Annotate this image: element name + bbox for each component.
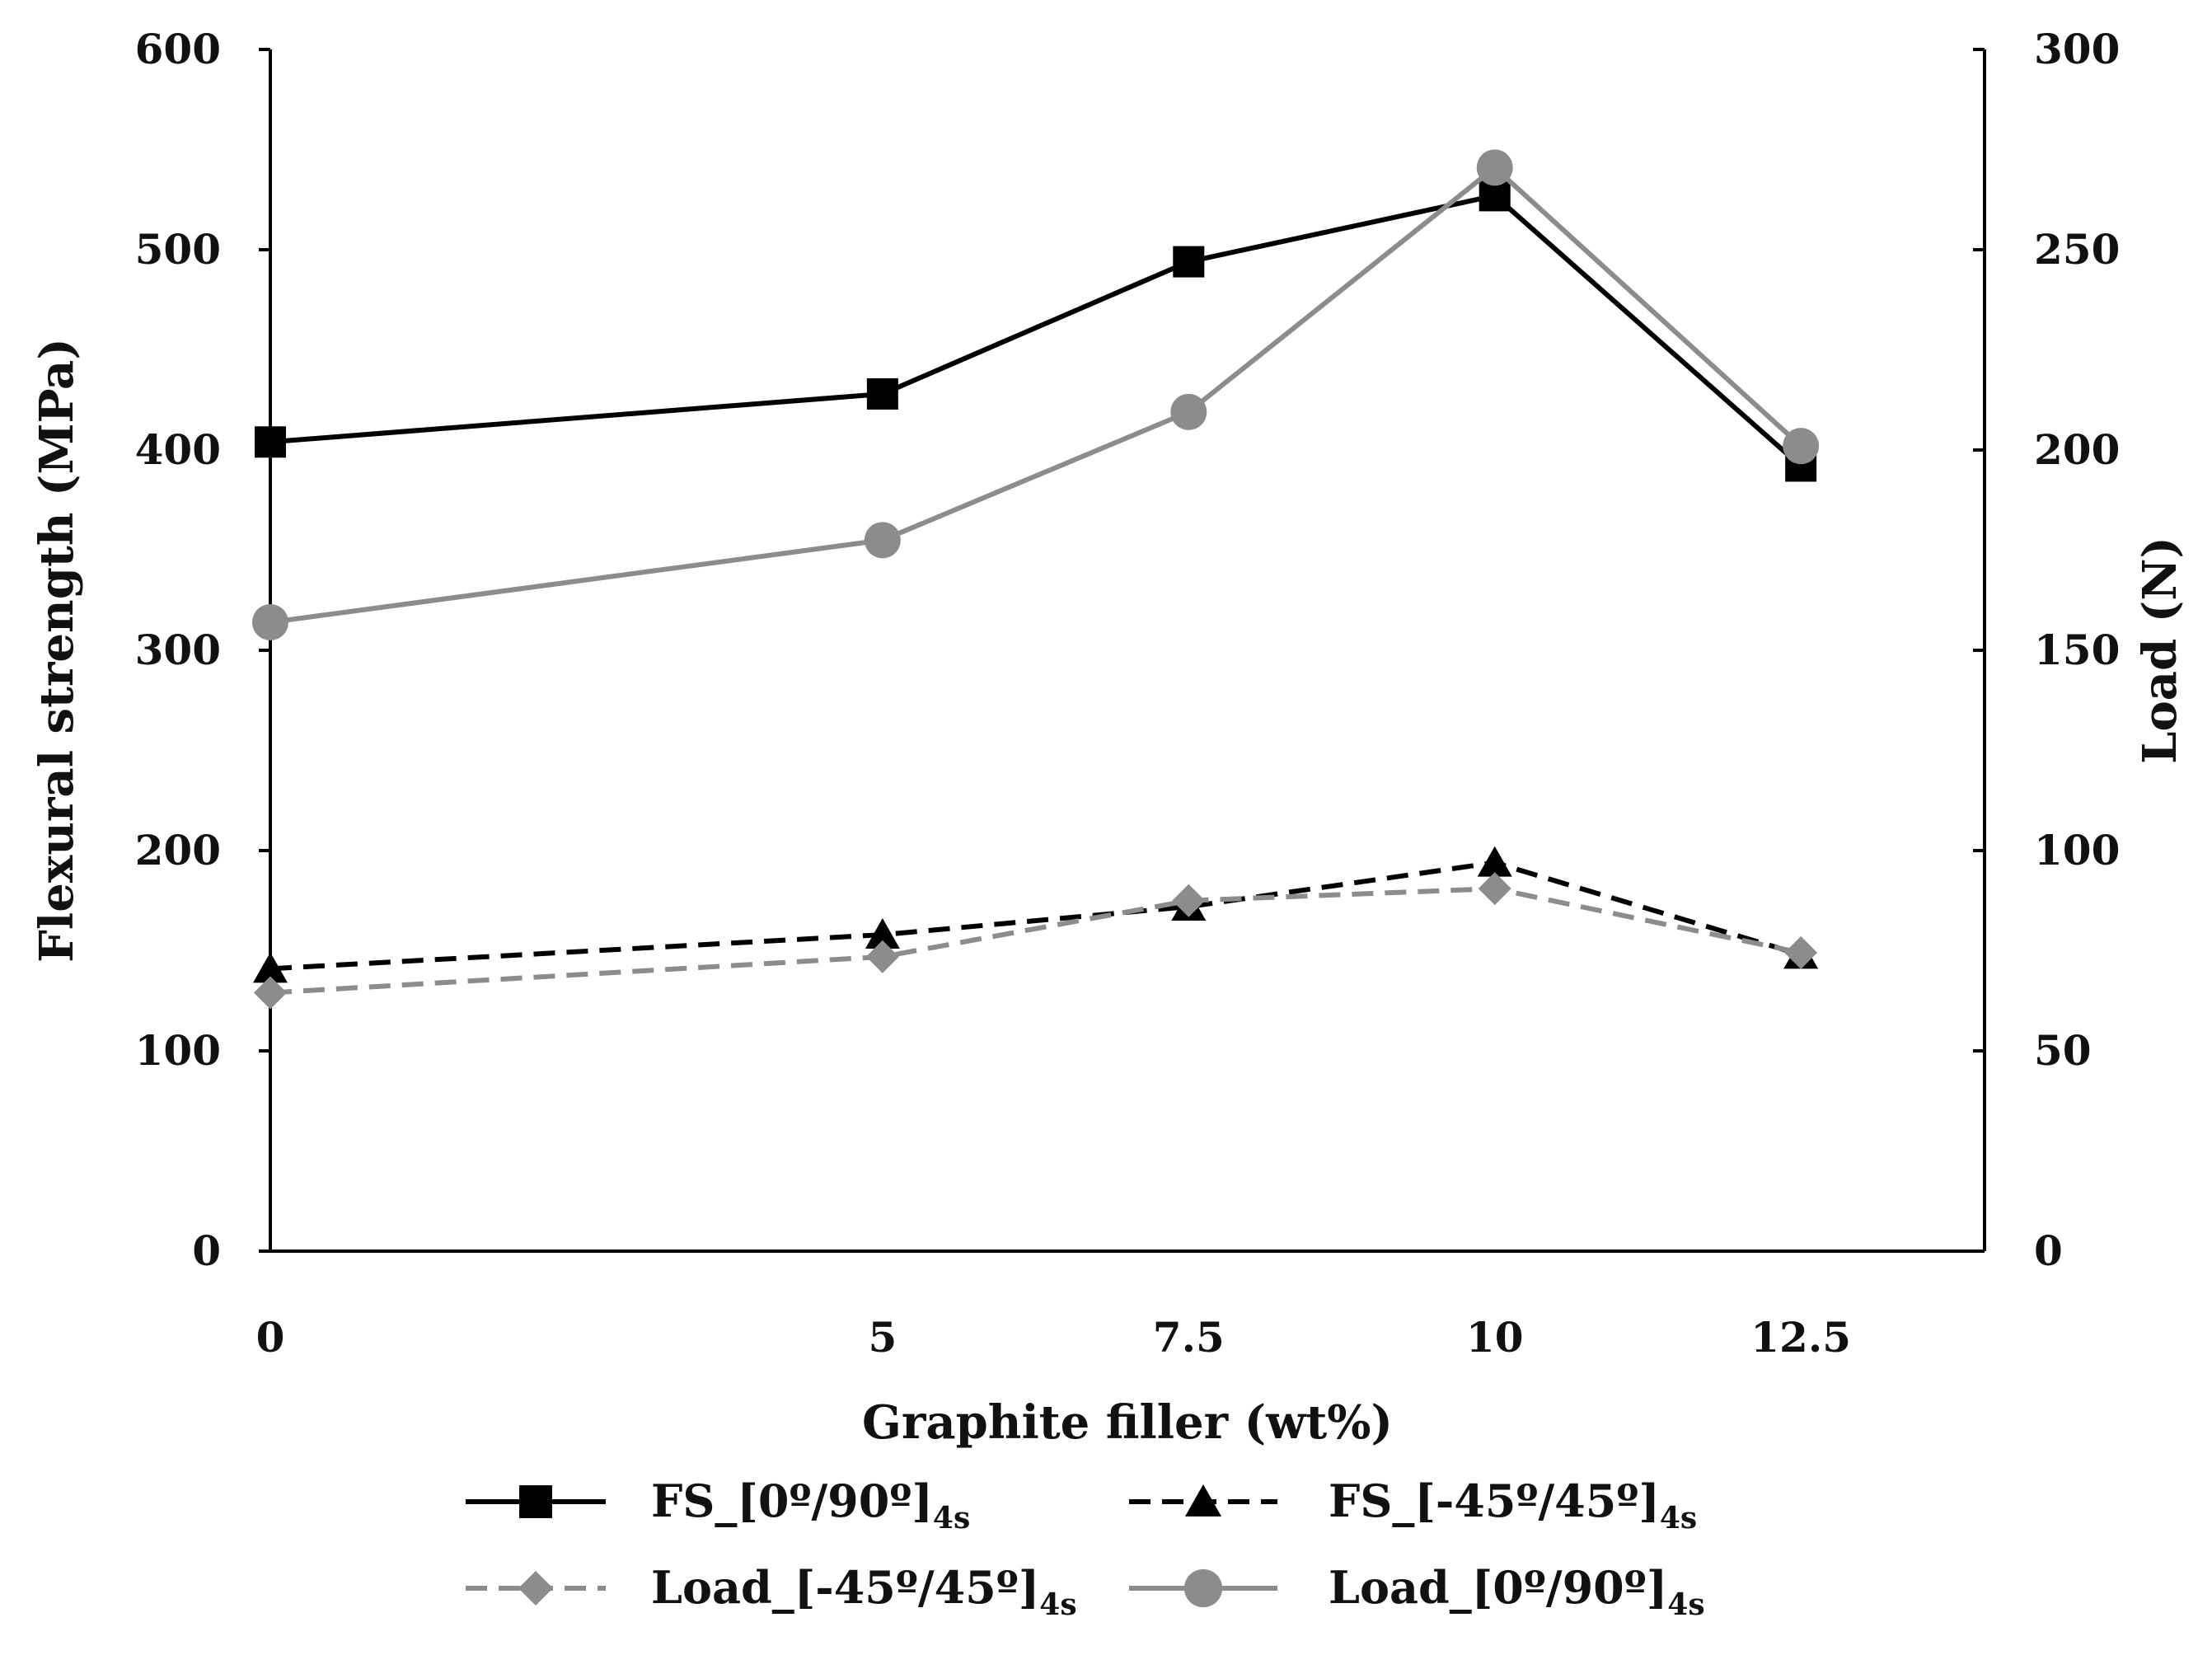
series-2-point xyxy=(865,918,900,949)
y-axis-right-title: Load (N) xyxy=(2133,537,2187,764)
x-tick-label: 5 xyxy=(868,1313,897,1362)
y-left-tick-label: 600 xyxy=(135,25,221,73)
axes-layer: 0 100 200 300 400 500 600 0 50 100 150 200 250 300 0 5 7… xyxy=(30,25,2187,1450)
y-right-tick-label: 0 xyxy=(2034,1226,2063,1275)
legend-label-2: FS_[-45º/45º]4s xyxy=(1329,1474,1697,1535)
series-1-point xyxy=(866,377,898,410)
series-3-point xyxy=(1172,884,1206,917)
legend-label-4: Load_[0º/90º]4s xyxy=(1329,1561,1705,1622)
series-4-point xyxy=(1783,428,1820,465)
series-4-point xyxy=(864,522,901,559)
y-right-tick-label: 150 xyxy=(2034,626,2120,674)
x-tick-label: 0 xyxy=(256,1313,285,1362)
legend-label-1: FS_[0º/90º]4s xyxy=(651,1474,970,1535)
series-3-point xyxy=(1784,935,1818,969)
y-axis-left-title: Flexural strength (MPa) xyxy=(30,338,84,963)
series-3-point xyxy=(254,976,287,1010)
legend-label-3: Load_[-45º/45º]4s xyxy=(651,1561,1077,1622)
series-4-point xyxy=(252,603,288,640)
series-line-2 xyxy=(269,860,1802,972)
y-left-tick-label: 200 xyxy=(135,826,221,874)
legend-marker-4 xyxy=(1183,1568,1223,1608)
y-right-tick-label: 50 xyxy=(2034,1026,2092,1075)
y-right-tick-label: 250 xyxy=(2034,225,2120,274)
series-1-point xyxy=(255,426,286,458)
legend-marker-2 xyxy=(1184,1484,1222,1517)
legend-layer: FS_[0º/90º]4s FS_[-45º/45º]4s Load_[-45º/4… xyxy=(466,1474,1705,1622)
series-3-point xyxy=(865,940,899,973)
legend-marker-3 xyxy=(518,1571,553,1606)
series-1-point xyxy=(1173,246,1205,278)
series-4-point xyxy=(1476,149,1513,186)
legend-marker-1 xyxy=(519,1485,552,1518)
y-left-tick-label: 400 xyxy=(135,425,221,474)
series-line-4 xyxy=(269,165,1803,625)
y-left-tick-label: 100 xyxy=(135,1026,221,1075)
y-right-tick-label: 100 xyxy=(2034,826,2120,874)
series-2-point xyxy=(1477,846,1512,877)
y-left-tick-label: 500 xyxy=(135,225,221,274)
y-left-tick-label: 0 xyxy=(192,1226,221,1275)
series-4-point xyxy=(1170,393,1207,430)
y-left-tick-label: 300 xyxy=(135,626,221,674)
series-2-point xyxy=(253,952,288,983)
y-right-tick-label: 300 xyxy=(2034,25,2120,73)
series-line-3 xyxy=(269,886,1802,996)
x-tick-label: 10 xyxy=(1466,1313,1524,1362)
series-3-point xyxy=(1478,872,1511,906)
y-right-tick-label: 200 xyxy=(2034,425,2120,474)
series-layer xyxy=(252,149,1820,1010)
x-axis-title: Graphite filler (wt%) xyxy=(862,1395,1393,1450)
x-tick-label: 12.5 xyxy=(1750,1313,1851,1362)
x-tick-label: 7.5 xyxy=(1153,1313,1225,1362)
